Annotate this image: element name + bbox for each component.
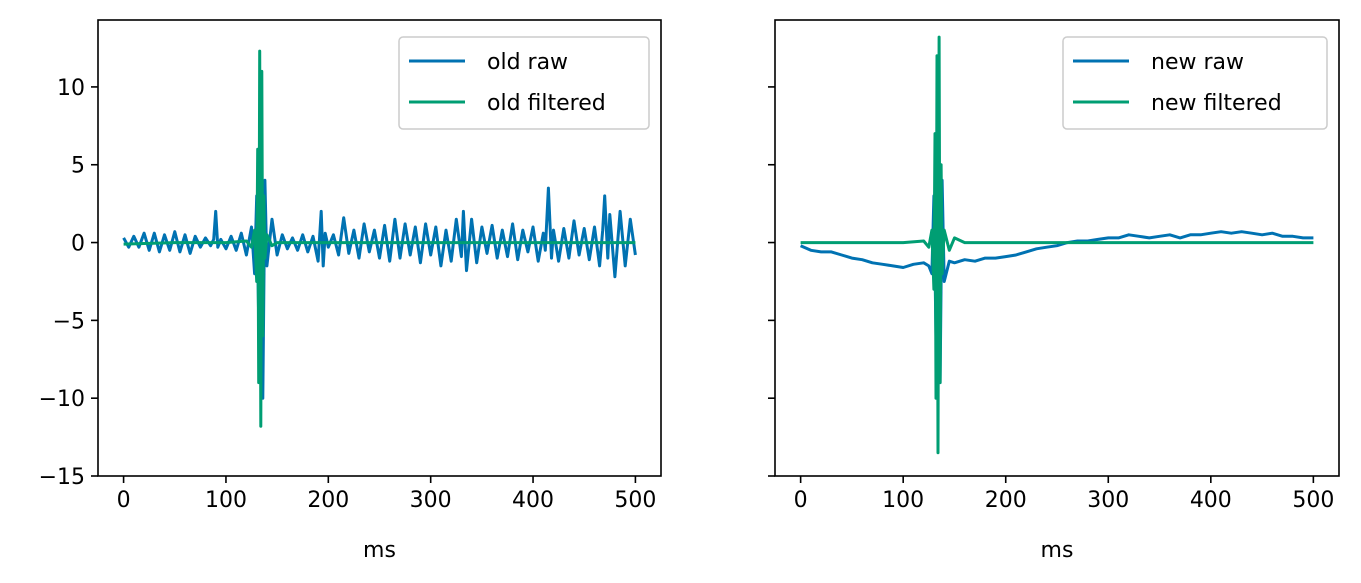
x-tick-label: 0: [117, 488, 131, 513]
series-line-new-filtered: [800, 35, 1314, 455]
legend-label: old raw: [487, 50, 568, 75]
y-tick-label: 10: [57, 76, 85, 101]
x-axis-label: ms: [1041, 538, 1074, 563]
series-line-old-filtered: [123, 49, 636, 428]
legend: new raw new filtered: [1062, 36, 1328, 130]
series-line-new-raw: [799, 85, 1314, 385]
y-tick-label: −10: [39, 387, 85, 412]
x-tick-label: 200: [985, 488, 1027, 513]
x-tick-label: 100: [882, 488, 924, 513]
x-tick-label: 300: [410, 488, 452, 513]
x-tick-label: 400: [1190, 488, 1232, 513]
y-tick-label: 5: [71, 154, 85, 179]
y-tick-label: −5: [53, 309, 85, 334]
y-tick-label: −15: [39, 465, 85, 490]
x-tick-label: 300: [1087, 488, 1129, 513]
y-tick-label: 0: [71, 232, 85, 257]
legend-label: old filtered: [487, 91, 606, 116]
series-line-old-raw: [122, 69, 637, 400]
right-panel: 0 100 200 300 400 500 ms new raw new filtered: [768, 19, 1340, 563]
x-tick-label: 500: [614, 488, 656, 513]
axes-frame: [774, 19, 1340, 477]
legend: old raw old filtered: [398, 36, 650, 130]
legend-label: new raw: [1151, 50, 1244, 75]
x-tick-label: 100: [205, 488, 247, 513]
x-axis-label: ms: [363, 538, 396, 563]
x-tick-label: 0: [794, 488, 808, 513]
legend-label: new filtered: [1151, 91, 1282, 116]
x-tick-label: 200: [307, 488, 349, 513]
plot-area: [799, 35, 1314, 455]
x-tick-label: 400: [512, 488, 554, 513]
axes-frame: [97, 19, 662, 477]
plot-area: [122, 49, 637, 428]
x-tick-label: 500: [1292, 488, 1334, 513]
